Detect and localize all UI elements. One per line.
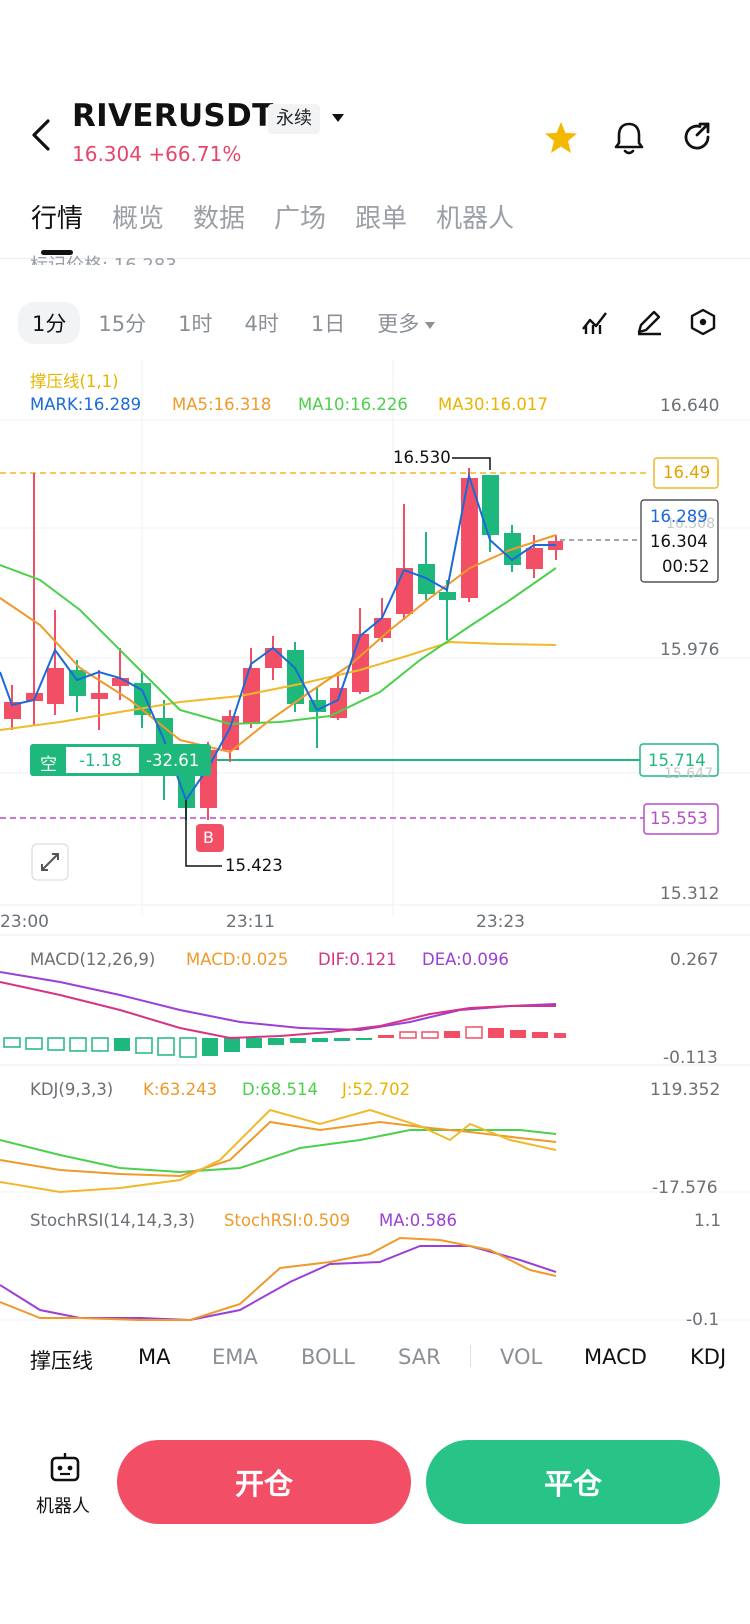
- x-tick-2: 23:11: [226, 912, 275, 932]
- indicator-vol[interactable]: VOL: [500, 1345, 543, 1369]
- indicator-sar[interactable]: SAR: [398, 1345, 441, 1369]
- stochrsi-title: StochRSI(14,14,3,3): [30, 1211, 195, 1230]
- stochrsi-value: StochRSI:0.509: [224, 1211, 351, 1230]
- indicator-macd[interactable]: MACD: [584, 1345, 647, 1369]
- indicator-kdj[interactable]: KDJ: [690, 1345, 727, 1369]
- more-caret-icon: [425, 321, 436, 329]
- timeframe-selector: 1分 15分 1时 4时 1日 更多: [18, 302, 467, 344]
- support-price-tag: 15.553: [650, 809, 708, 828]
- ma30-legend: MA30:16.017: [438, 395, 548, 414]
- tab-copy-trading[interactable]: 跟单: [355, 204, 408, 234]
- indicator-boll[interactable]: BOLL: [301, 1345, 355, 1369]
- main-tabs: 行情 概览 数据 广场 跟单 机器人: [31, 198, 543, 235]
- position-qty[interactable]: -1.18: [79, 751, 122, 770]
- macd-histogram: [3, 1026, 566, 1058]
- x-tick-1: 23:00: [0, 912, 49, 932]
- kdj-title: KDJ(9,3,3): [30, 1080, 114, 1099]
- draw-pencil-icon[interactable]: [634, 307, 664, 337]
- expand-chart-icon[interactable]: [32, 844, 68, 880]
- kdj-axis-top: 119.352: [650, 1080, 721, 1100]
- caret-down-icon[interactable]: [330, 110, 346, 126]
- position-price-tag: 15.714: [648, 751, 706, 770]
- divider: [0, 258, 750, 259]
- y-tick-mid: 15.976: [660, 640, 720, 660]
- timeframe-15m[interactable]: 15分: [98, 312, 147, 336]
- position-side[interactable]: 空: [40, 755, 57, 775]
- grid: [0, 360, 750, 1321]
- dif-value: DIF:0.121: [318, 950, 397, 969]
- timeframe-4h[interactable]: 4时: [244, 312, 279, 336]
- active-tab-indicator: [41, 250, 73, 255]
- tab-data[interactable]: 数据: [193, 204, 246, 234]
- back-arrow-icon[interactable]: [26, 115, 56, 155]
- indicator-ma[interactable]: MA: [138, 1345, 171, 1369]
- macd-axis-top: 0.267: [670, 950, 719, 970]
- tab-market[interactable]: 行情: [31, 204, 84, 234]
- indicator-icon[interactable]: [580, 307, 610, 337]
- mark-price-tag: 16.289: [650, 507, 708, 526]
- kdj-d-value: D:68.514: [242, 1080, 318, 1099]
- robot-icon[interactable]: [48, 1452, 82, 1484]
- indicator-ema[interactable]: EMA: [212, 1345, 258, 1369]
- macd-value: MACD:0.025: [186, 950, 289, 969]
- more-label: 更多: [377, 312, 420, 336]
- position-pnl[interactable]: -32.61: [146, 751, 200, 770]
- timeframe-1h[interactable]: 1时: [178, 312, 213, 336]
- stochrsi-axis-top: 1.1: [694, 1211, 722, 1231]
- macd-title: MACD(12,26,9): [30, 950, 156, 969]
- low-price-label: 15.423: [225, 856, 283, 875]
- ma10-legend: MA10:16.226: [298, 395, 408, 414]
- contract-type-badge[interactable]: 永续: [268, 104, 320, 134]
- open-position-button[interactable]: 开仓: [117, 1440, 411, 1524]
- share-icon[interactable]: [680, 120, 714, 154]
- close-position-button[interactable]: 平仓: [426, 1440, 720, 1524]
- y-tick-bottom: 15.312: [660, 884, 720, 904]
- tab-overview[interactable]: 概览: [112, 204, 165, 234]
- timeframe-more[interactable]: 更多: [377, 308, 436, 338]
- stochrsi-ma-value: MA:0.586: [379, 1211, 458, 1230]
- indicator-support-resistance[interactable]: 撑压线: [30, 1349, 93, 1373]
- price-change: 16.304 +66.71%: [72, 142, 242, 166]
- kdj-k-value: K:63.243: [143, 1080, 218, 1099]
- ma5-legend: MA5:16.318: [172, 395, 272, 414]
- y-tick-top: 16.640: [660, 396, 720, 416]
- indicator-divider: [470, 1345, 471, 1367]
- last-price-tag: 16.304: [650, 532, 708, 551]
- mark-price-partial: 标记价格: 16.283: [30, 251, 177, 265]
- mark-legend: MARK:16.289: [30, 395, 142, 414]
- stochrsi-axis-bottom: -0.1: [686, 1310, 720, 1330]
- y-tick-faded-lower: 15.647: [664, 766, 713, 782]
- robot-label[interactable]: 机器人: [36, 1496, 90, 1517]
- buy-marker[interactable]: B: [203, 828, 214, 847]
- y-tick-faded-upper: 16.308: [666, 516, 715, 532]
- tab-robot[interactable]: 机器人: [436, 204, 515, 234]
- x-tick-3: 23:23: [476, 912, 525, 932]
- macd-axis-bottom: -0.113: [663, 1048, 718, 1068]
- pair-title: RIVERUSDT: [72, 98, 274, 134]
- price-chart[interactable]: [0, 350, 750, 1350]
- candle-countdown: 00:52: [662, 557, 710, 576]
- settings-hexagon-icon[interactable]: [688, 307, 718, 337]
- bell-icon[interactable]: [612, 120, 646, 156]
- tab-square[interactable]: 广场: [274, 204, 327, 234]
- favorite-star-icon[interactable]: [543, 120, 579, 156]
- timeframe-1m[interactable]: 1分: [18, 302, 81, 344]
- dea-value: DEA:0.096: [422, 950, 509, 969]
- kdj-axis-bottom: -17.576: [652, 1178, 718, 1198]
- support-resistance-legend: 撑压线(1,1): [30, 372, 119, 391]
- resistance-price-tag: 16.49: [663, 463, 711, 482]
- timeframe-1d[interactable]: 1日: [310, 312, 346, 336]
- kdj-j-value: J:52.702: [342, 1080, 411, 1099]
- high-price-label: 16.530: [393, 448, 451, 467]
